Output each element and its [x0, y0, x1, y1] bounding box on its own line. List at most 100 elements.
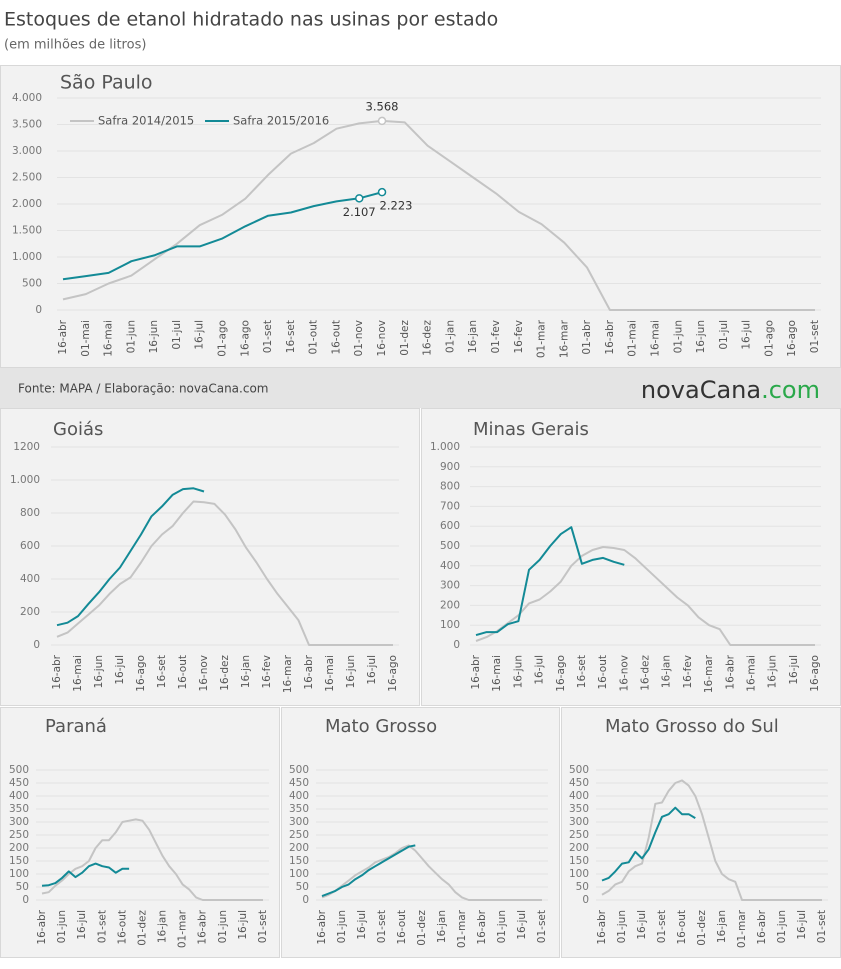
y-tick-label: 250: [289, 829, 309, 841]
series-line: [56, 500, 393, 646]
y-tick-label: 100: [289, 868, 309, 880]
y-tick-label: 50: [576, 881, 589, 893]
x-tick-label: 16-fev: [513, 320, 525, 354]
x-tick-label: 01-mar: [456, 909, 468, 948]
x-tick-label: 16-jul: [636, 910, 648, 940]
y-tick-label: 400: [289, 790, 309, 802]
x-tick-label: 16-abr: [57, 319, 69, 354]
series-line: [475, 526, 625, 637]
x-tick-label: 16-jan: [436, 910, 448, 943]
x-tick-label: 01-ago: [763, 320, 775, 357]
y-tick-label: 400: [440, 560, 460, 572]
x-tick-label: 16-jun: [148, 320, 160, 353]
x-tick-label: 01-abr: [581, 319, 593, 354]
x-tick-label: 01-set: [816, 910, 828, 943]
x-tick-label: 16-jul: [366, 655, 378, 685]
y-tick-label: 3.000: [12, 145, 42, 157]
x-tick-label: 16-abr: [316, 909, 328, 944]
y-tick-label: 0: [22, 894, 29, 906]
y-tick-label: 200: [289, 842, 309, 854]
x-tick-label: 16-jan: [467, 320, 479, 353]
x-tick-label: 16-out: [330, 320, 342, 355]
y-tick-label: 700: [440, 500, 460, 512]
y-tick-label: 350: [569, 803, 589, 815]
y-tick-label: 300: [289, 816, 309, 828]
x-tick-label: 16-jul: [741, 320, 753, 350]
y-tick-label: 0: [302, 894, 309, 906]
y-tick-label: 200: [20, 606, 40, 618]
x-tick-label: 16-abr: [476, 909, 488, 944]
y-tick-label: 500: [289, 764, 309, 776]
y-tick-label: 0: [582, 894, 589, 906]
y-tick-label: 450: [289, 777, 309, 789]
series-line: [41, 862, 130, 887]
page-subtitle: (em milhões de litros): [4, 38, 146, 53]
x-tick-label: 16-jan: [157, 910, 169, 943]
series-line: [56, 487, 205, 627]
y-tick-label: 500: [9, 764, 29, 776]
x-tick-label: 16-out: [676, 910, 688, 945]
x-tick-label: 01-jun: [776, 910, 788, 943]
x-tick-label: 16-mai: [649, 320, 661, 357]
series-line: [321, 844, 542, 901]
x-tick-label: 16-dez: [640, 655, 652, 691]
x-tick-label: 16-abr: [724, 654, 736, 689]
x-tick-label: 01-jun: [56, 910, 68, 943]
x-tick-label: 16-ago: [387, 655, 399, 692]
chart-panel: [0, 707, 280, 958]
y-tick-label: 3.500: [12, 119, 42, 131]
x-tick-label: 01-mai: [627, 320, 639, 357]
x-tick-label: 16-jun: [512, 655, 524, 688]
x-tick-label: 16-ago: [239, 320, 251, 357]
chart-title: Mato Grosso: [325, 716, 437, 737]
y-tick-label: 200: [440, 599, 460, 611]
y-tick-label: 0: [453, 639, 460, 651]
logo-part: Cana: [700, 376, 761, 404]
x-tick-label: 16-jul: [796, 910, 808, 940]
y-tick-label: 400: [9, 790, 29, 802]
chart-panel: [561, 707, 841, 958]
x-tick-label: 16-jun: [345, 655, 357, 688]
x-tick-label: 16-ago: [809, 655, 821, 692]
y-tick-label: 450: [569, 777, 589, 789]
x-tick-label: 16-abr: [596, 909, 608, 944]
x-tick-label: 16-jun: [93, 655, 105, 688]
logo-part: nova: [641, 376, 700, 404]
point-marker: [377, 116, 387, 126]
x-tick-label: 01-mar: [177, 909, 189, 948]
x-tick-label: 01-jun: [672, 320, 684, 353]
data-label: 2.223: [380, 199, 413, 213]
x-tick-label: 16-mai: [745, 655, 757, 692]
series-line: [601, 779, 822, 901]
x-tick-label: 16-dez: [219, 655, 231, 691]
y-tick-label: 300: [440, 580, 460, 592]
x-tick-label: 01-dez: [399, 320, 411, 356]
x-tick-label: 01-jun: [125, 320, 137, 353]
y-tick-label: 500: [569, 764, 589, 776]
series-line: [475, 546, 815, 646]
x-tick-label: 16-jan: [716, 910, 728, 943]
x-tick-label: 01-set: [656, 910, 668, 943]
x-tick-label: 01-set: [257, 910, 269, 943]
y-tick-label: 250: [9, 829, 29, 841]
y-tick-label: 450: [9, 777, 29, 789]
x-tick-label: 01-mar: [536, 319, 548, 358]
y-tick-label: 1.000: [430, 441, 460, 453]
x-tick-label: 16-jun: [767, 655, 779, 688]
x-tick-label: 16-jul: [788, 655, 800, 685]
x-tick-label: 16-nov: [198, 655, 210, 691]
x-tick-label: 01-set: [96, 910, 108, 943]
x-tick-label: 16-fev: [682, 655, 694, 689]
y-tick-label: 800: [440, 481, 460, 493]
y-tick-label: 100: [440, 619, 460, 631]
x-tick-label: 16-abr: [604, 319, 616, 354]
x-tick-label: 16-jul: [534, 655, 546, 685]
x-tick-label: 16-mar: [282, 654, 294, 693]
x-tick-label: 01-nov: [353, 320, 365, 356]
x-tick-label: 16-mar: [703, 654, 715, 693]
y-tick-label: 150: [9, 855, 29, 867]
chart-panel: [0, 408, 420, 706]
x-tick-label: 16-nov: [618, 655, 630, 691]
